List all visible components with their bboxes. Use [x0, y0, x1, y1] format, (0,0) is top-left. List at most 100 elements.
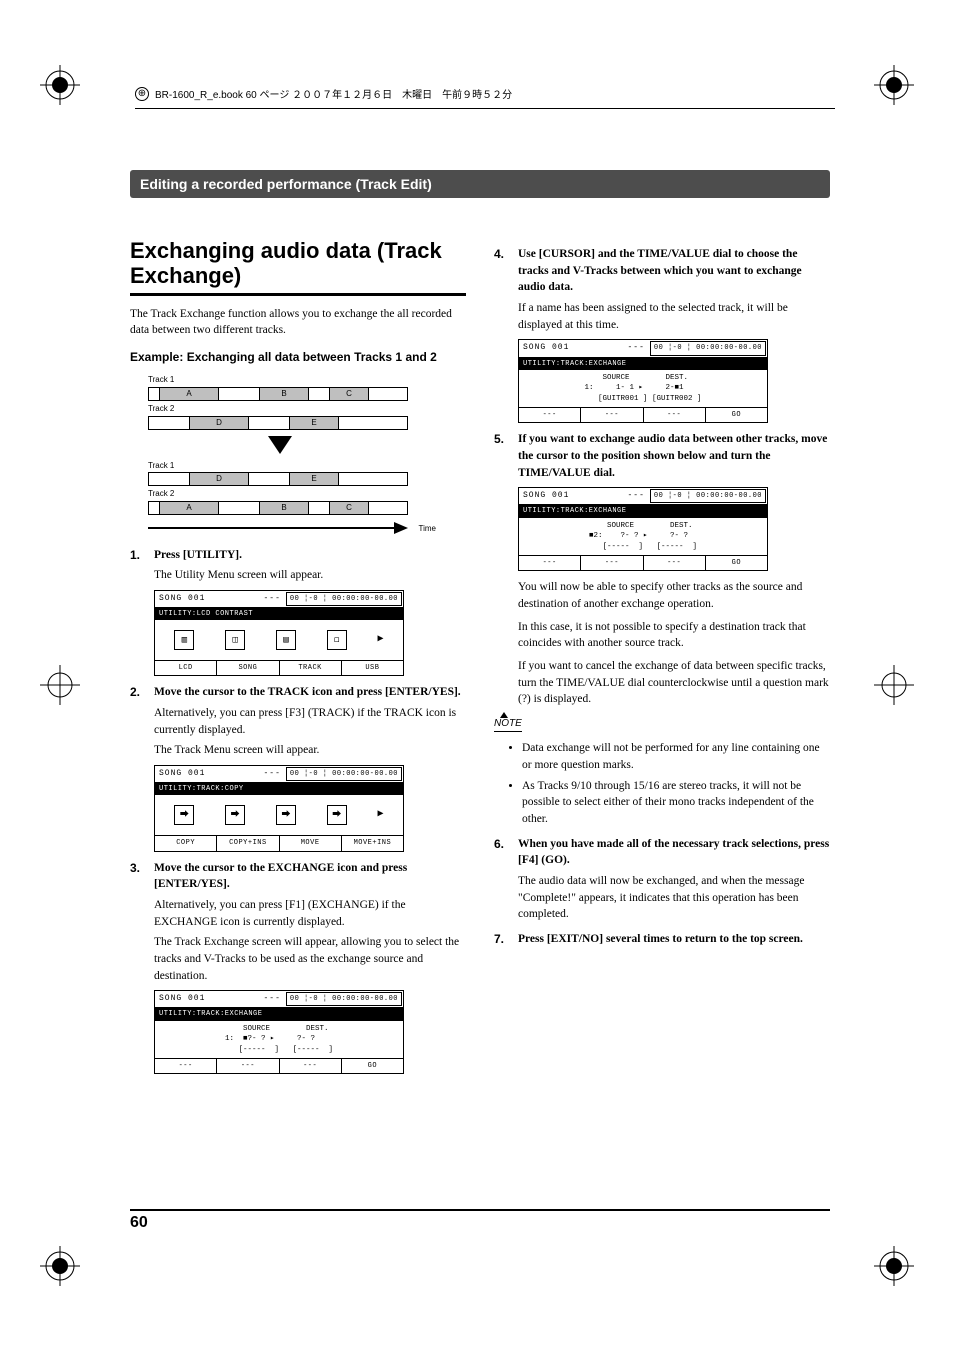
diagram-track2-label-after: Track 2: [148, 488, 466, 500]
step-number: 1.: [130, 547, 146, 584]
diagram-track1-label: Track 1: [148, 374, 466, 386]
lcd-song-name: SONG 001: [155, 991, 259, 1007]
step-lead: Press [EXIT/NO] several times to return …: [518, 933, 803, 945]
lcd-icon: ▤: [276, 630, 296, 650]
lcd-icon-row: ▥ ◫ ▤ ◻ ▶: [155, 620, 403, 660]
lcd-softkey: ---: [217, 1059, 279, 1073]
lcd-bars: ---: [259, 766, 284, 782]
diagram-seg: E: [289, 417, 339, 429]
lcd-body-text: SOURCE DEST. 1: ■?- ? ▸ ?- ? [----- ] [-…: [155, 1021, 403, 1059]
lcd-timecode: 00 ¦-0 ¦ 00:00:00-00.00: [286, 992, 402, 1006]
lcd-arrow-icon: ▶: [378, 633, 384, 648]
lcd-icon: ◫: [225, 630, 245, 650]
step-number: 4.: [494, 246, 510, 333]
lcd-icon: ◻: [327, 630, 347, 650]
diagram-seg: A: [159, 388, 219, 400]
step-lead: Move the cursor to the EXCHANGE icon and…: [154, 862, 407, 891]
intro-paragraph: The Track Exchange function allows you t…: [130, 306, 466, 339]
crop-mark-icon: [40, 665, 80, 705]
crop-mark-icon: [874, 1246, 914, 1286]
step-lead: When you have made all of the necessary …: [518, 838, 829, 867]
lcd-utility-menu: SONG 001 --- 00 ¦-0 ¦ 00:00:00-00.00 UTI…: [154, 590, 404, 676]
step-paragraph: Alternatively, you can press [F1] (EXCHA…: [154, 897, 466, 930]
diagram-track1-before: A B C: [148, 387, 408, 401]
note-item: As Tracks 9/10 through 15/16 are stereo …: [522, 778, 830, 828]
down-arrow-icon: [268, 436, 292, 454]
step-2: 2. Move the cursor to the TRACK icon and…: [130, 684, 466, 759]
crop-mark-icon: [874, 665, 914, 705]
step-6: 6. When you have made all of the necessa…: [494, 836, 830, 923]
lcd-bars: ---: [259, 991, 284, 1007]
lcd-timecode: 00 ¦-0 ¦ 00:00:00-00.00: [650, 341, 766, 355]
lcd-softkey: ---: [644, 408, 706, 422]
step-lead: If you want to exchange audio data betwe…: [518, 433, 827, 478]
lcd-softkey: LCD: [155, 661, 217, 675]
diagram-track1-label-after: Track 1: [148, 460, 466, 472]
book-meta-text: BR-1600_R_e.book 60 ページ ２００７年１２月６日 木曜日 午…: [155, 86, 512, 101]
lcd-song-name: SONG 001: [519, 340, 623, 356]
lcd-softkey: ---: [644, 556, 706, 570]
diagram-seg: D: [189, 473, 249, 485]
lcd-subtitle: UTILITY:TRACK:COPY: [155, 783, 403, 795]
lcd-timecode: 00 ¦-0 ¦ 00:00:00-00.00: [650, 489, 766, 503]
lcd-softkey: ---: [581, 408, 643, 422]
step-lead: Use [CURSOR] and the TIME/VALUE dial to …: [518, 248, 802, 293]
lcd-softkey: ---: [581, 556, 643, 570]
diagram-seg: A: [159, 502, 219, 514]
step-paragraph: The Track Exchange screen will appear, a…: [154, 934, 466, 984]
step-1: 1. Press [UTILITY]. The Utility Menu scr…: [130, 547, 466, 584]
step-paragraph: The audio data will now be exchanged, an…: [518, 873, 830, 923]
lcd-song-name: SONG 001: [155, 591, 259, 607]
step-paragraph: You will now be able to specify other tr…: [518, 579, 830, 612]
lcd-bars: ---: [259, 591, 284, 607]
lcd-softkey: TRACK: [280, 661, 342, 675]
step-number: 6.: [494, 836, 510, 923]
step-paragraph: Alternatively, you can press [F3] (TRACK…: [154, 705, 466, 738]
lcd-song-name: SONG 001: [155, 766, 259, 782]
lcd-subtitle: UTILITY:LCD CONTRAST: [155, 608, 403, 620]
lcd-subtitle: UTILITY:TRACK:EXCHANGE: [519, 505, 767, 517]
lcd-song-name: SONG 001: [519, 488, 623, 504]
lcd-icon: ⮕: [327, 805, 347, 825]
page-title: Exchanging audio data (Track Exchange): [130, 238, 466, 296]
crop-mark-icon: [40, 1246, 80, 1286]
step-paragraph: If a name has been assigned to the selec…: [518, 300, 830, 333]
lcd-timecode: 00 ¦-0 ¦ 00:00:00-00.00: [286, 767, 402, 781]
diagram-seg: C: [329, 502, 369, 514]
lcd-body-text: SOURCE DEST. ■2: ?- ? ▸ ?- ? [----- ] [-…: [519, 518, 767, 556]
lcd-softkey: ---: [519, 556, 581, 570]
lcd-icon-row: ⮕ ⮕ ⮕ ⮕ ▶: [155, 795, 403, 835]
step-paragraph: The Utility Menu screen will appear.: [154, 567, 466, 584]
lcd-softkey: MOVE: [280, 836, 342, 850]
left-column: Exchanging audio data (Track Exchange) T…: [130, 238, 466, 1082]
crop-mark-icon: [40, 65, 80, 105]
lcd-track-exchange-initial: SONG 001 --- 00 ¦-0 ¦ 00:00:00-00.00 UTI…: [154, 990, 404, 1074]
lcd-arrow-icon: ▶: [378, 808, 384, 823]
lcd-icon: ⮕: [225, 805, 245, 825]
diagram-track2-label: Track 2: [148, 403, 466, 415]
diagram-seg: C: [329, 388, 369, 400]
lcd-softkey: ---: [155, 1059, 217, 1073]
lcd-softkey: MOVE+INS: [342, 836, 403, 850]
lcd-softkey: COPY+INS: [217, 836, 279, 850]
section-banner: Editing a recorded performance (Track Ed…: [130, 170, 830, 198]
step-number: 5.: [494, 431, 510, 481]
book-icon: ⊕: [135, 87, 149, 101]
lcd-timecode: 00 ¦-0 ¦ 00:00:00-00.00: [286, 592, 402, 606]
diagram-seg: E: [289, 473, 339, 485]
lcd-track-exchange-selected: SONG 001 --- 00 ¦-0 ¦ 00:00:00-00.00 UTI…: [518, 339, 768, 423]
crop-mark-icon: [874, 65, 914, 105]
lcd-softkey: GO: [342, 1059, 403, 1073]
diagram-seg: D: [189, 417, 249, 429]
time-axis: Time: [148, 521, 408, 535]
lcd-bars: ---: [623, 488, 648, 504]
note-list: Data exchange will not be performed for …: [522, 740, 830, 827]
lcd-subtitle: UTILITY:TRACK:EXCHANGE: [519, 358, 767, 370]
step-paragraph: If you want to cancel the exchange of da…: [518, 658, 830, 708]
step-5: 5. If you want to exchange audio data be…: [494, 431, 830, 481]
step-number: 3.: [130, 860, 146, 985]
lcd-softkey: ---: [519, 408, 581, 422]
time-label: Time: [419, 523, 436, 535]
step-number: 7.: [494, 931, 510, 948]
step-paragraph: In this case, it is not possible to spec…: [518, 619, 830, 652]
